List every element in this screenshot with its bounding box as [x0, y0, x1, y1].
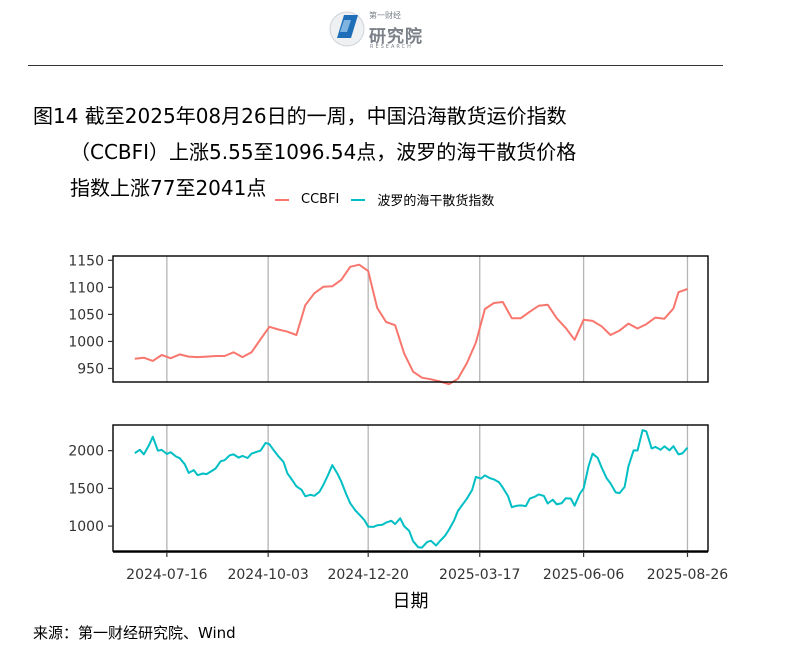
x-tick-label-2025-03-17: 2025-03-17: [439, 567, 520, 583]
y-tick-label-bdi-1500: 1500: [68, 481, 104, 497]
legend-item-ccbfi: CCBFI: [275, 192, 339, 207]
series-line-bdi: [134, 429, 689, 549]
source-note: 来源：第一财经研究院、Wind: [33, 624, 236, 642]
x-tick-label-2025-06-06: 2025-06-06: [543, 567, 624, 583]
logo-cn-text: 研究院: [369, 27, 423, 47]
logo-top-text: 第一财经: [369, 11, 401, 20]
legend-label-bdi: 波罗的海干散货指数: [377, 194, 495, 209]
y-tick-label-ccbfi-1050: 1050: [68, 307, 104, 323]
logo-mark-icon: [329, 11, 365, 47]
figure-title-line-1: 图14 截至2025年08月26日的一周，中国沿海散货运价指数: [33, 104, 567, 128]
panel-ccbfi: 950 1000 1050 1100 1150: [68, 253, 709, 386]
figure-title-line-3: 指数上涨77至2041点: [70, 176, 267, 200]
chart-legend: CCBFI 波罗的海干散货指数: [275, 190, 506, 209]
y-tick-label-bdi-1000: 1000: [68, 519, 104, 535]
y-tick-label-ccbfi-1150: 1150: [68, 253, 104, 269]
series-line-ccbfi: [134, 263, 688, 386]
legend-item-bdi: 波罗的海干散货指数: [351, 190, 494, 209]
x-tick-label-2024-12-20: 2024-12-20: [327, 567, 408, 583]
x-tick-label-2024-10-03: 2024-10-03: [227, 567, 308, 583]
legend-label-ccbfi: CCBFI: [301, 192, 340, 207]
x-tick-label-2025-08-26: 2025-08-26: [647, 567, 728, 583]
y-tick-label-ccbfi-1000: 1000: [68, 334, 104, 350]
panel-bdi: 1000 1500 2000: [68, 424, 709, 552]
y-tick-label-ccbfi-950: 950: [77, 361, 104, 377]
header-rule: [28, 65, 723, 66]
logo-en-text: RESEARCH: [370, 44, 413, 50]
panel-frame-bdi: [112, 424, 709, 552]
y-tick-label-ccbfi-1100: 1100: [68, 280, 104, 296]
legend-swatch-ccbfi: [275, 198, 289, 201]
logo: 第一财经 研究院 RESEARCH: [329, 8, 439, 54]
x-tick-label-2024-07-16: 2024-07-16: [126, 567, 207, 583]
panel-frame-ccbfi: [112, 255, 709, 383]
x-axis-label: 日期: [393, 591, 429, 612]
legend-swatch-bdi: [351, 198, 366, 201]
figure-title-line-2: （CCBFI）上涨5.55至1096.54点，波罗的海干散货价格: [70, 140, 577, 164]
y-tick-label-bdi-2000: 2000: [68, 444, 104, 460]
figure-title: 图14 截至2025年08月26日的一周，中国沿海散货运价指数 （CCBFI）上…: [33, 98, 733, 206]
